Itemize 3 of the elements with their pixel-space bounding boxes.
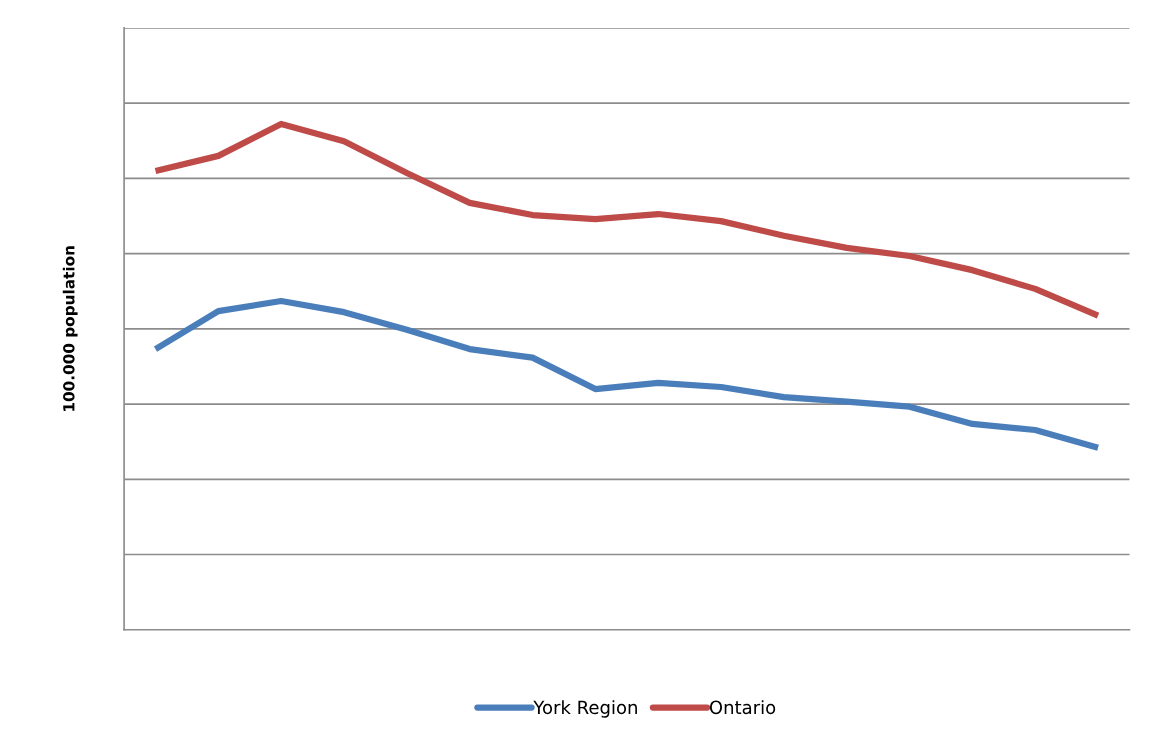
legend-label: Ontario (709, 700, 776, 715)
legend-label: York Region (533, 700, 637, 718)
y-axis-title: 100.000 population (62, 246, 78, 411)
